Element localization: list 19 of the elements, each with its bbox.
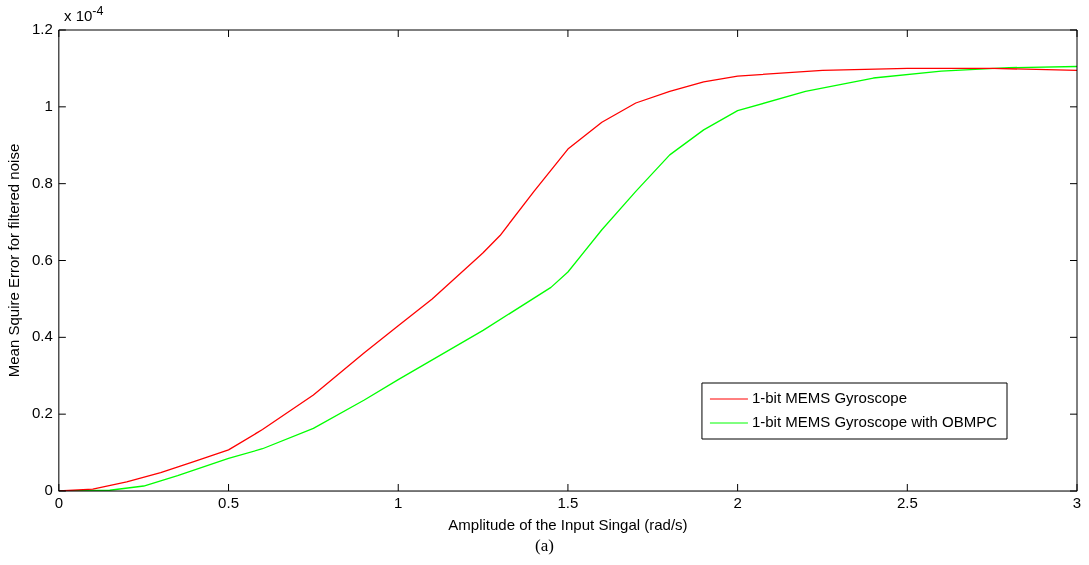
x-axis-title: Amplitude of the Input Singal (rad/s) — [448, 516, 688, 534]
legend-label: 1-bit MEMS Gyroscope — [751, 389, 907, 407]
y-tick-label: 0.4 — [31, 327, 53, 345]
y-tick-label: 1 — [44, 96, 53, 114]
y-tick-label: 1.2 — [31, 20, 53, 38]
y-tick-label: 0.6 — [31, 250, 53, 268]
y-axis-title: Mean Squire Error for filtered noise — [5, 143, 23, 378]
x-tick-label: 1 — [394, 494, 403, 512]
x-tick-label: 1.5 — [557, 494, 579, 512]
text: (a) — [534, 536, 555, 556]
y-tick-label: 0.2 — [31, 404, 53, 422]
x-tick-label: 3 — [1072, 494, 1082, 512]
x-tick-label: 2.5 — [896, 494, 918, 512]
x-tick-label: 2 — [733, 494, 742, 512]
legend-label: 1-bit MEMS Gyroscope with OBMPC — [751, 413, 998, 431]
x-tick-label: 0.5 — [218, 494, 239, 512]
y-tick-label: 0 — [44, 481, 53, 499]
y-tick-label: 0.8 — [31, 173, 53, 191]
text: x 10$^{-4}$ — [64, 4, 104, 24]
